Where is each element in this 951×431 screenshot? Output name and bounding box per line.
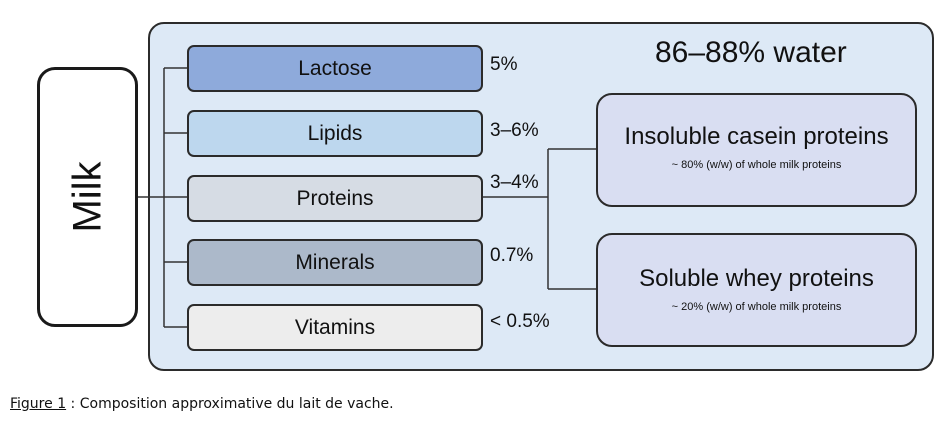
component-percent: 0.7% bbox=[490, 245, 534, 266]
component-name: Proteins bbox=[296, 186, 374, 210]
whey-box: Soluble whey proteins ~ 20% (w/w) of who… bbox=[596, 233, 917, 347]
component-box-minerals: Minerals bbox=[187, 239, 483, 286]
casein-subtitle: ~ 80% (w/w) of whole milk proteins bbox=[671, 159, 842, 171]
whey-subtitle: ~ 20% (w/w) of whole milk proteins bbox=[671, 301, 842, 313]
component-name: Minerals bbox=[295, 250, 375, 274]
figure-number: Figure 1 bbox=[10, 396, 67, 412]
component-name: Lactose bbox=[298, 56, 372, 80]
component-box-lactose: Lactose bbox=[187, 45, 483, 92]
figure-caption: Figure 1 : Composition approximative du … bbox=[10, 396, 394, 412]
milk-box: Milk bbox=[37, 67, 138, 327]
caption-text: : Composition approximative du lait de v… bbox=[66, 396, 394, 412]
component-name: Vitamins bbox=[294, 315, 376, 339]
component-box-vitamins: Vitamins bbox=[187, 304, 483, 351]
component-box-lipids: Lipids bbox=[187, 110, 483, 157]
casein-title: Insoluble casein proteins bbox=[624, 123, 889, 150]
water-label: 86–88% water bbox=[655, 36, 847, 69]
component-box-proteins: Proteins bbox=[187, 175, 483, 222]
component-percent: < 0.5% bbox=[490, 311, 550, 332]
component-percent: 3–4% bbox=[490, 172, 539, 193]
component-name: Lipids bbox=[307, 121, 363, 145]
component-percent: 5% bbox=[490, 54, 518, 75]
component-percent: 3–6% bbox=[490, 120, 539, 141]
milk-label: Milk bbox=[65, 161, 109, 233]
casein-box: Insoluble casein proteins ~ 80% (w/w) of… bbox=[596, 93, 917, 207]
whey-title: Soluble whey proteins bbox=[639, 265, 874, 292]
